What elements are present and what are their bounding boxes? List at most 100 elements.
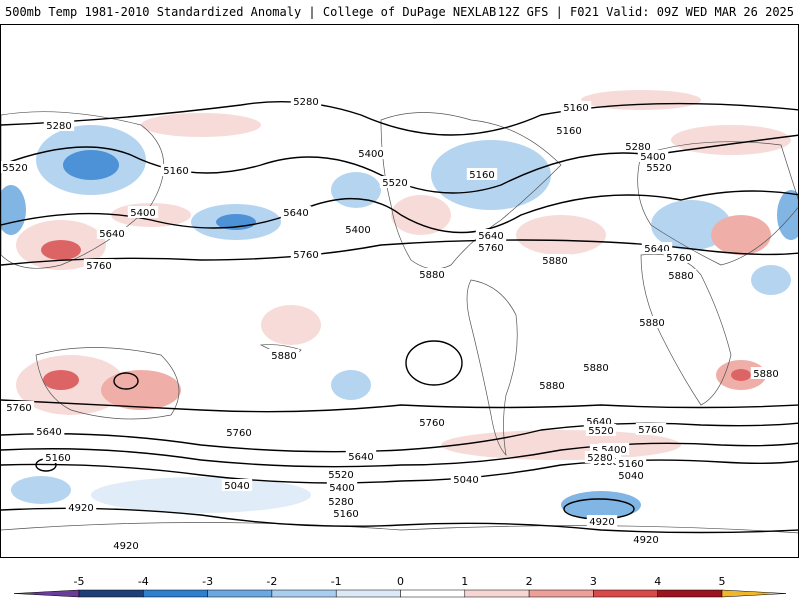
contour-label-bg	[42, 451, 74, 463]
contour-label: 5280	[587, 453, 612, 464]
contour-label: 5640	[99, 229, 124, 240]
contour-label: 5520	[646, 163, 671, 174]
warm-anomaly-arctic-east	[581, 90, 701, 110]
contour-label-bg	[536, 379, 568, 391]
contour-label: 5400	[358, 149, 383, 160]
contour-label-bg	[750, 367, 782, 379]
colorbar-segment	[657, 589, 723, 598]
eurasia-outline	[637, 141, 798, 266]
contour-label-bg	[585, 424, 617, 436]
contour-label: 4920	[113, 541, 138, 552]
warm-anomaly-west-us	[391, 195, 451, 235]
contour-label: 5760	[6, 403, 31, 414]
contour-label: 5160	[563, 103, 588, 114]
anomaly-shading	[1, 90, 798, 519]
contour-label-bg	[290, 248, 322, 260]
contour-label: 5760	[86, 261, 111, 272]
contour-label: 5640	[283, 208, 308, 219]
warm-anomaly-core-2	[43, 370, 79, 390]
height-contours	[1, 100, 798, 534]
contour-label-bg	[280, 206, 312, 218]
contour-label-bg	[33, 425, 65, 437]
contour-label-bg	[268, 349, 300, 361]
contour-label: 5400	[345, 225, 370, 236]
cold-anomaly-southern-ocean	[561, 491, 641, 519]
contour-label: 5880	[753, 369, 778, 380]
contour-label: 5040	[224, 481, 249, 492]
contour-5760-south	[1, 399, 798, 413]
colorbar-segment	[593, 589, 658, 598]
colorbar-tick-label: -2	[266, 575, 277, 588]
contour-5880-closed	[405, 340, 463, 386]
contour-label: 5880	[542, 256, 567, 267]
contour-4920-south	[1, 507, 798, 534]
contour-label: 5280	[46, 121, 71, 132]
cold-anomaly-east-edge	[777, 190, 798, 240]
contour-label-bg	[1, 161, 31, 173]
contour-label-bg	[665, 269, 697, 281]
contour-label: 5640	[644, 244, 669, 255]
contour-label-bg	[355, 147, 387, 159]
contour-label-bg	[326, 481, 358, 493]
contour-label: 5280	[293, 97, 318, 108]
colorbar-tick-label: 2	[526, 575, 533, 588]
warm-anomaly-arctic	[141, 113, 261, 137]
contour-5160-south	[1, 459, 798, 484]
antarctica-outline	[1, 522, 798, 534]
contour-label-bg	[636, 316, 668, 328]
contour-label-bg	[345, 450, 377, 462]
model-run-info: 12Z GFS | F021 Valid: 09Z WED MAR 26 202…	[497, 5, 794, 19]
warm-anomaly-core-1	[41, 240, 81, 260]
contour-label-bg	[127, 206, 159, 218]
contour-label-bg	[615, 457, 647, 469]
contour-label: 5640	[586, 417, 611, 428]
contour-label: 5880	[639, 318, 664, 329]
warm-anomaly-atlantic	[516, 215, 606, 255]
asia-west-outline	[1, 111, 165, 269]
contour-label: 5880	[668, 271, 693, 282]
contour-label: 5880	[271, 351, 296, 362]
contour-5640-north	[1, 190, 798, 234]
colorbar: -5 -4 -3 -2 -1 0 1 2 3 4 5	[13, 575, 787, 598]
contour-label: 5760	[226, 428, 251, 439]
contour-label: 5160	[163, 166, 188, 177]
contour-label-bg	[584, 451, 616, 463]
contour-label: 5640	[348, 452, 373, 463]
contour-label: 5760	[666, 253, 691, 264]
warm-anomaly-australia-east	[101, 370, 181, 410]
contour-label-bg	[110, 539, 142, 551]
contour-label: 5040	[453, 475, 478, 486]
contour-label-bg	[96, 227, 128, 239]
contour-label: 5280	[328, 497, 353, 508]
contour-label-bg	[325, 468, 357, 480]
contour-label: 4920	[633, 535, 658, 546]
contour-label: 5400	[130, 208, 155, 219]
contour-label-bg	[637, 150, 669, 162]
contour-label-bg	[580, 361, 612, 373]
contour-label-bg	[539, 254, 571, 266]
contour-label: 5880	[539, 381, 564, 392]
contour-label: 5160	[45, 453, 70, 464]
colorbar-segment	[143, 589, 208, 598]
colorbar-tick-label: 3	[590, 575, 597, 588]
contour-label-bg	[83, 259, 115, 271]
contour-label: 5520	[382, 178, 407, 189]
contour-label: 5640	[478, 231, 503, 242]
contour-label: 5400	[329, 483, 354, 494]
contour-5640-south	[1, 422, 798, 453]
contour-label: 5160	[618, 459, 643, 470]
colorbar-tick-label: -5	[74, 575, 85, 588]
contour-label-bg	[630, 533, 662, 545]
colorbar-segment	[78, 589, 144, 598]
contour-label: 4920	[68, 503, 93, 514]
cold-anomaly-core-1	[63, 150, 119, 180]
contour-label: 5880	[419, 270, 444, 281]
contour-label: 5760	[478, 243, 503, 254]
contour-label-bg	[290, 95, 322, 107]
contour-label-bg	[416, 268, 448, 280]
colorbar-tick-label: -1	[331, 575, 342, 588]
map-title: 500mb Temp 1981-2010 Standardized Anomal…	[5, 5, 497, 19]
contour-label-bg	[65, 501, 97, 513]
cold-anomaly-gulf-alaska	[331, 172, 381, 208]
contour-label-bg	[586, 515, 618, 527]
